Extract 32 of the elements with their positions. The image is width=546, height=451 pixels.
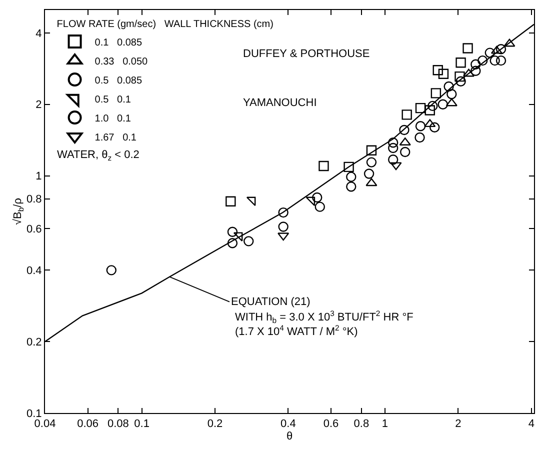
text: WITH h$_{b}$ = 3.0 X 10$^{3}$ BTU/FT$^{2}$ HR °F (1.7 X 10$^{4}$ WATT / M$^{2}$ °K) — [235, 309, 414, 338]
annotation: YAMANOUCHI — [243, 97, 317, 109]
x-tick-label: 2 — [455, 418, 462, 430]
annotation: DUFFEY & PORTHOUSE — [243, 48, 370, 60]
x-tick-label: 0.2 — [207, 418, 223, 430]
legend-label: 0.5 0.085 — [94, 75, 142, 86]
x-tick-label: 0.1 — [134, 418, 150, 430]
y-tick-label: 0.8 — [26, 194, 42, 206]
x-tick-label: 1 — [382, 418, 388, 430]
y-tick-label: 0.6 — [26, 223, 42, 236]
annotation: WATER, θ$_{z}$ < 0.2 — [57, 149, 140, 162]
x-tick-label: 0.6 — [323, 418, 339, 430]
legend-label: 1.0 0.1 — [94, 113, 132, 124]
legend-label: 0.5 0.1 — [94, 94, 132, 106]
legend-label: 1.67 0.1 — [94, 132, 137, 144]
legend-label: 0.33 0.050 — [94, 56, 148, 68]
x-tick-label: 0.06 — [77, 418, 99, 430]
y-tick-label: 2 — [36, 99, 42, 112]
legend-title: FLOW RATE (gm/sec) WALL THICKNESS (cm) — [56, 19, 274, 30]
x-tick-label: 0.04 — [34, 418, 56, 430]
annotation: EQUATION (21) — [231, 296, 310, 308]
y-tick-label: 0.2 — [26, 336, 42, 348]
x-tick-label: 0.08 — [108, 418, 129, 430]
x-axis-title: θ — [286, 430, 293, 442]
y-tick-label: 4 — [36, 28, 42, 40]
y-tick-label: 1 — [36, 170, 42, 183]
y-tick-label: 0.4 — [26, 265, 42, 278]
legend-label: 0.1 0.085 — [94, 37, 142, 48]
y-tick-label: 0.1 — [26, 408, 42, 420]
x-tick-label: 0.4 — [280, 418, 296, 430]
x-tick-label: 4 — [528, 418, 534, 430]
x-tick-label: 0.8 — [354, 418, 370, 430]
